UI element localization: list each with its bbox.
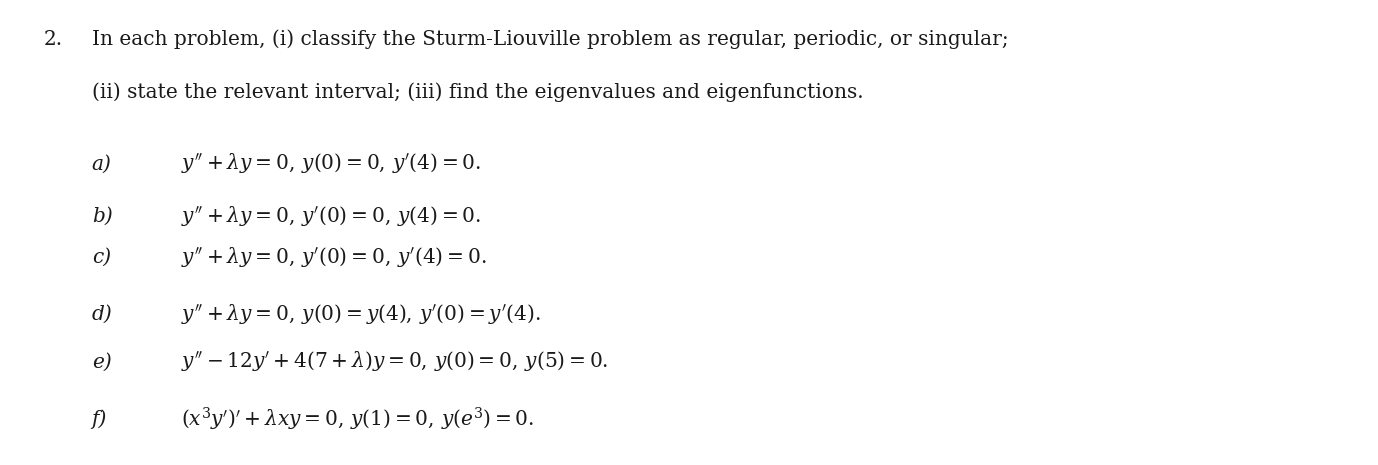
Text: $y''+\lambda y = 0,\, y(0) = 0,\, y'(4) = 0.$: $y''+\lambda y = 0,\, y(0) = 0,\, y'(4) … <box>182 152 481 176</box>
Text: f): f) <box>92 410 107 429</box>
Text: (ii) state the relevant interval; (iii) find the eigenvalues and eigenfunctions.: (ii) state the relevant interval; (iii) … <box>92 82 864 102</box>
Text: $y''+\lambda y = 0,\, y'(0) = 0,\, y(4) = 0.$: $y''+\lambda y = 0,\, y'(0) = 0,\, y(4) … <box>182 205 481 229</box>
Text: a): a) <box>92 155 112 173</box>
Text: e): e) <box>92 353 112 372</box>
Text: $y''+\lambda y = 0,\, y'(0) = 0,\, y'(4) = 0.$: $y''+\lambda y = 0,\, y'(0) = 0,\, y'(4)… <box>182 246 486 270</box>
Text: $(x^3y')'+\lambda xy = 0,\, y(1) = 0,\, y(e^3) = 0.$: $(x^3y')'+\lambda xy = 0,\, y(1) = 0,\, … <box>182 406 535 433</box>
Text: b): b) <box>92 207 113 226</box>
Text: $y''+\lambda y = 0,\, y(0) = y(4),\, y'(0) = y'(4).$: $y''+\lambda y = 0,\, y(0) = y(4),\, y'(… <box>182 302 542 326</box>
Text: d): d) <box>92 305 113 324</box>
Text: 2.: 2. <box>44 30 63 49</box>
Text: $y''-12y'+4(7+\lambda)y = 0,\, y(0) = 0,\, y(5) = 0.$: $y''-12y'+4(7+\lambda)y = 0,\, y(0) = 0,… <box>182 350 609 374</box>
Text: In each problem, (i) classify the Sturm-Liouville problem as regular, periodic, : In each problem, (i) classify the Sturm-… <box>92 30 1009 49</box>
Text: c): c) <box>92 248 110 267</box>
